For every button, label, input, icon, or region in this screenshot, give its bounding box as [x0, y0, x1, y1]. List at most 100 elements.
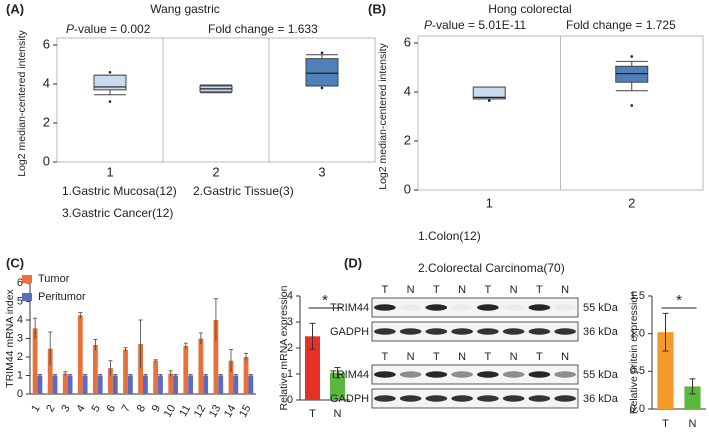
- y-axis-label: TRIM44 mRNA index: [4, 288, 16, 387]
- x-tick-label: 6: [105, 403, 118, 414]
- bar: [158, 375, 163, 394]
- panel-label: (C): [6, 255, 24, 270]
- band: [477, 304, 499, 311]
- lane-label: N: [510, 351, 518, 363]
- box: [472, 86, 506, 100]
- bar: [684, 386, 701, 409]
- lane-label: T: [433, 351, 440, 363]
- y-tick-label: 0: [287, 394, 293, 406]
- x-tick-label: 8: [135, 403, 148, 414]
- y-tick-label: 4: [43, 75, 50, 90]
- x-tick-label: 5: [89, 403, 102, 414]
- y-tick-label: 0: [17, 388, 23, 400]
- lane-label: N: [561, 351, 569, 363]
- panel-label: (A): [6, 1, 24, 16]
- lane-label: T: [536, 284, 543, 296]
- lane-label: N: [561, 284, 569, 296]
- x-tick-label: 4: [74, 403, 87, 414]
- y-tick-label: 0.5: [630, 365, 645, 377]
- outlier: [320, 51, 324, 55]
- bar: [228, 360, 234, 394]
- x-tick-label: 1: [486, 195, 493, 210]
- bar: [183, 345, 189, 394]
- band: [451, 371, 473, 378]
- lane-label: T: [485, 284, 492, 296]
- bar: [213, 320, 219, 394]
- bar: [127, 375, 133, 394]
- x-tick-label: T: [662, 418, 669, 430]
- plot-frame: [56, 37, 376, 163]
- y-axis-label: Log2 median-centered intensity: [377, 43, 389, 190]
- y-tick-label: 5: [17, 295, 23, 307]
- band: [425, 371, 448, 378]
- bar: [37, 375, 43, 394]
- x-tick-label: 11: [177, 403, 193, 419]
- band: [502, 328, 525, 335]
- panel-label: (B): [368, 1, 386, 16]
- significance: *: [322, 292, 328, 309]
- size-label: 36 kDa: [583, 326, 619, 338]
- y-tick-label: 2: [404, 132, 411, 147]
- band: [399, 371, 422, 378]
- y-tick-label: 1: [287, 368, 293, 380]
- fold-change: Fold change = 1.633: [208, 22, 318, 36]
- y-axis-label: Relative mRNA expression: [278, 285, 290, 410]
- band: [451, 395, 473, 402]
- legend-label: Tumor: [38, 273, 70, 285]
- bar: [32, 328, 38, 394]
- band: [425, 328, 448, 335]
- bar: [330, 372, 345, 400]
- y-tick-label: 3: [287, 316, 293, 328]
- x-tick-label: 1: [29, 403, 42, 414]
- size-label: 55 kDa: [583, 369, 619, 381]
- outlier: [487, 99, 491, 102]
- y-tick-label: 6: [43, 36, 50, 51]
- bar: [138, 344, 143, 394]
- band: [502, 371, 525, 378]
- bar: [203, 375, 209, 394]
- size-label: 55 kDa: [583, 302, 619, 314]
- x-tick-label: T: [309, 408, 316, 420]
- y-tick-label: 0.0: [630, 403, 645, 415]
- group-note: 3.Gastric Cancer(12): [62, 206, 173, 220]
- p-text: -value = 0.002: [74, 22, 151, 36]
- outlier: [108, 71, 112, 74]
- lane-label: T: [382, 351, 389, 363]
- x-tick-label: 2: [44, 403, 57, 414]
- blot-strip: [371, 364, 579, 385]
- band: [554, 328, 576, 335]
- y-axis-label: Log2 median-centered intensity: [16, 30, 28, 177]
- x-tick-label: 14: [222, 403, 239, 420]
- x-tick-label: 1: [106, 164, 113, 179]
- y-tick-label: 1.5: [630, 290, 645, 302]
- x-tick-label: 3: [318, 164, 325, 179]
- band: [374, 395, 396, 402]
- band: [554, 304, 576, 311]
- band: [451, 328, 473, 335]
- bar: [112, 375, 118, 394]
- y-tick-label: 1: [17, 369, 23, 381]
- p-value: P-value = 0.002: [66, 22, 151, 36]
- bar: [123, 349, 128, 394]
- x-tick-label: 7: [120, 403, 133, 414]
- blot-strip: [371, 297, 579, 318]
- bar: [248, 375, 254, 394]
- band: [374, 371, 396, 378]
- bar: [233, 375, 239, 394]
- row-label: GADPH: [330, 326, 369, 338]
- x-tick-label: 9: [150, 403, 163, 414]
- box: [305, 58, 339, 87]
- x-tick-label: N: [689, 418, 697, 430]
- bar: [168, 373, 174, 394]
- x-tick-label: 2: [212, 164, 219, 179]
- box: [93, 74, 127, 91]
- band: [374, 328, 396, 335]
- lane-label: T: [433, 284, 440, 296]
- band: [451, 304, 473, 311]
- lane-label: N: [458, 284, 466, 296]
- p-value: P-value = 5.01E-11: [424, 18, 527, 32]
- band: [425, 304, 448, 311]
- bar: [143, 375, 148, 394]
- row-label: GADPH: [330, 393, 369, 405]
- bar: [188, 375, 194, 394]
